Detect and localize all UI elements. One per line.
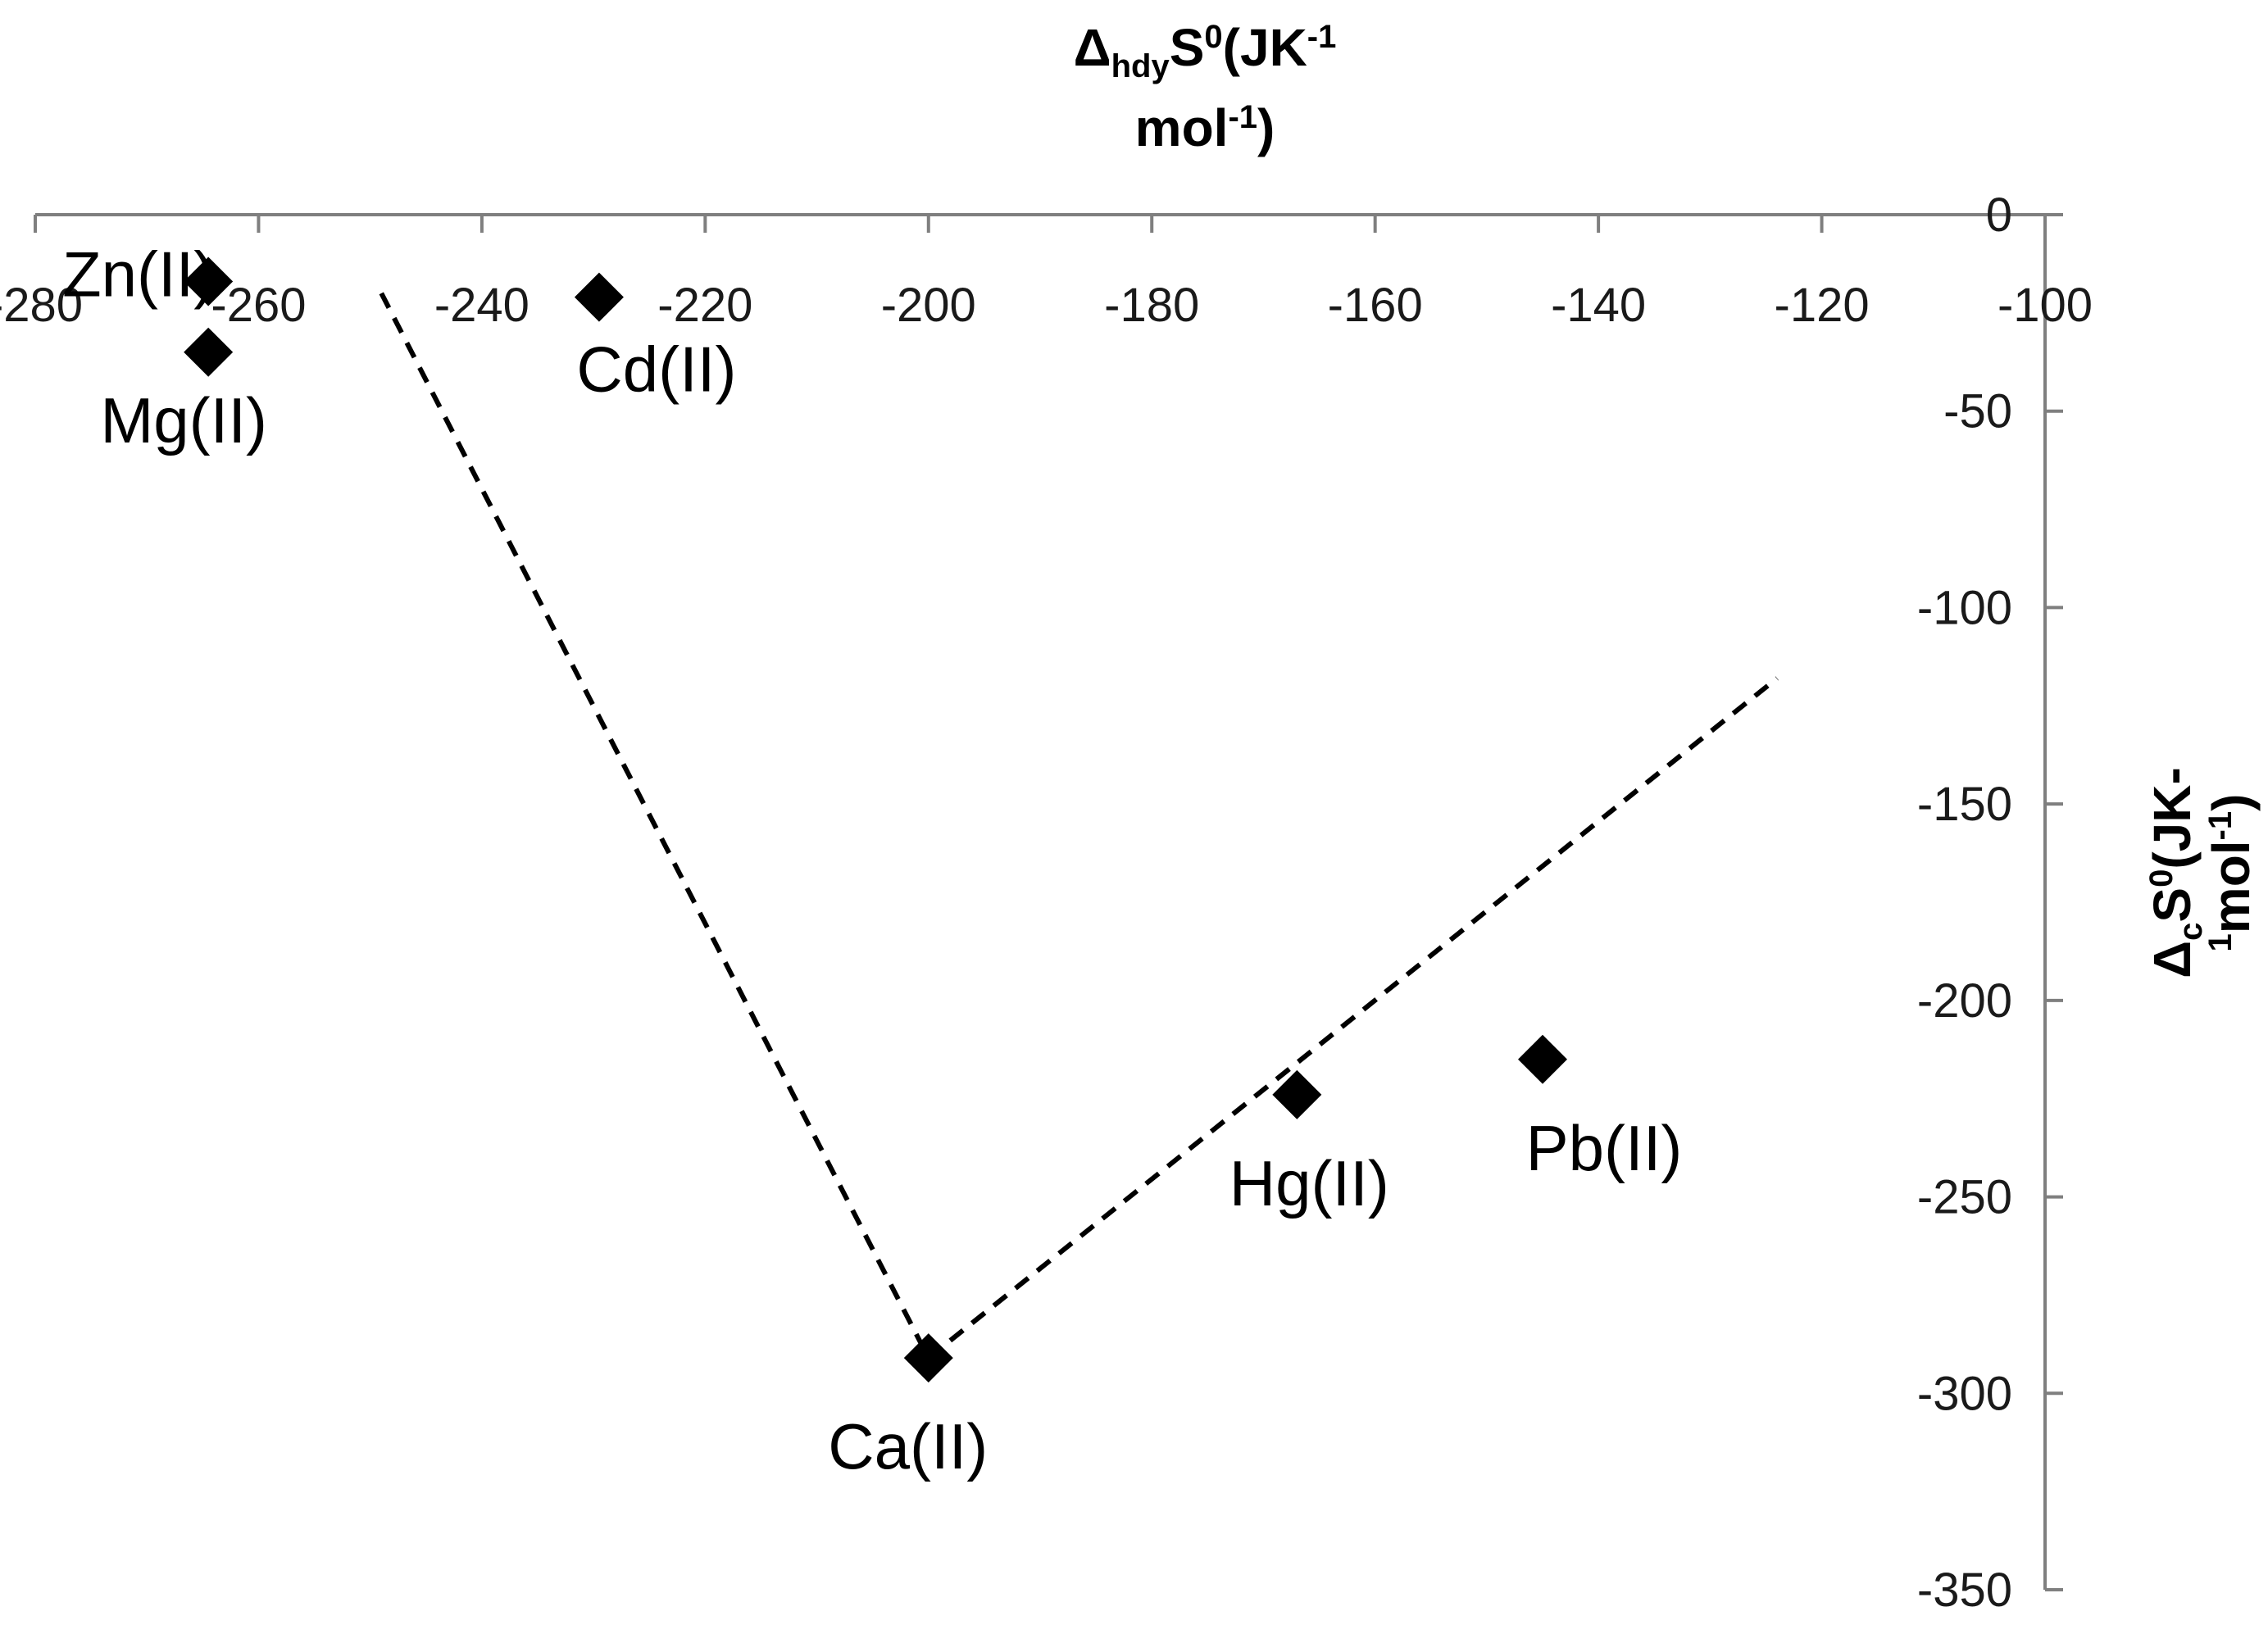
y-title-line2-sup: 1 [2202, 933, 2238, 951]
x-tick-label: -140 [1551, 279, 1646, 332]
x-tick-label: -100 [1998, 279, 2093, 332]
data-point [1518, 1034, 1567, 1084]
x-axis-title: ΔhdyS0(JK-1 [1074, 18, 1337, 84]
x-title-sup: 0 [1204, 19, 1222, 55]
y-title-s: S [2143, 887, 2202, 923]
y-tick-label: 0 [1986, 188, 2012, 242]
y-tick-label: -250 [1917, 1171, 2012, 1224]
y-axis-title-group: ΔcS0(JK- 1mol-1) [2143, 767, 2261, 978]
x-title-sup2: -1 [1307, 19, 1337, 55]
y-title-sup: 0 [2143, 869, 2179, 887]
trend-line [379, 292, 931, 1359]
x-title-mol-sup: -1 [1228, 99, 1257, 135]
data-point [1272, 1069, 1322, 1119]
x-title-close: ) [1257, 98, 1275, 157]
x-tick-label: -280 [0, 279, 83, 332]
x-title-delta: Δ [1074, 18, 1111, 77]
y-axis-title-line2: 1mol-1) [2202, 794, 2261, 952]
trend-lines-layer [379, 292, 1779, 1360]
x-tick-label: -220 [657, 279, 752, 332]
y-title-mol: mol [2202, 840, 2261, 933]
y-tick-label: -200 [1917, 974, 2012, 1028]
y-tick-label: -350 [1917, 1564, 2012, 1617]
y-tick-label: -300 [1917, 1367, 2012, 1420]
x-title-sub: hdy [1111, 48, 1170, 84]
x-tick-label: -200 [881, 279, 976, 332]
data-label: Pb(II) [1526, 1112, 1683, 1184]
x-axis-title-line2: mol-1) [1135, 98, 1275, 157]
y-title-delta: Δ [2143, 941, 2202, 978]
y-title-mol-sup: -1 [2202, 811, 2238, 841]
axes-layer: -280-260-240-220-200-180-160-140-120-100… [0, 188, 2093, 1617]
y-title-rest: (JK- [2143, 767, 2202, 869]
data-label: Ca(II) [828, 1410, 988, 1482]
y-title-close: ) [2202, 794, 2261, 811]
data-label: Cd(II) [576, 334, 736, 406]
x-tick-label: -160 [1328, 279, 1423, 332]
x-tick-label: -180 [1104, 279, 1199, 332]
y-title-sub: c [2173, 923, 2209, 941]
points-layer: Zn(II) Mg(II) Cd(II) Ca(II) Hg(II) Pb(II) [62, 238, 1682, 1483]
x-title-s: S [1170, 18, 1205, 77]
y-tick-label: -50 [1943, 385, 2012, 438]
data-point [184, 256, 234, 306]
data-label: Hg(II) [1229, 1147, 1389, 1219]
x-tick-label: -120 [1775, 279, 1870, 332]
y-tick-label: -100 [1917, 581, 2012, 634]
data-point [903, 1333, 953, 1383]
data-point [574, 272, 624, 322]
x-title-mol: mol [1135, 98, 1229, 157]
x-tick-label: -240 [434, 279, 530, 332]
trend-line [926, 676, 1779, 1360]
data-label: Mg(II) [100, 384, 267, 456]
data-point [184, 327, 234, 377]
y-tick-label: -150 [1917, 778, 2012, 831]
data-label: Zn(II) [62, 238, 215, 311]
y-axis-title: ΔcS0(JK- [2143, 767, 2209, 978]
x-title-rest: (JK [1223, 18, 1307, 77]
